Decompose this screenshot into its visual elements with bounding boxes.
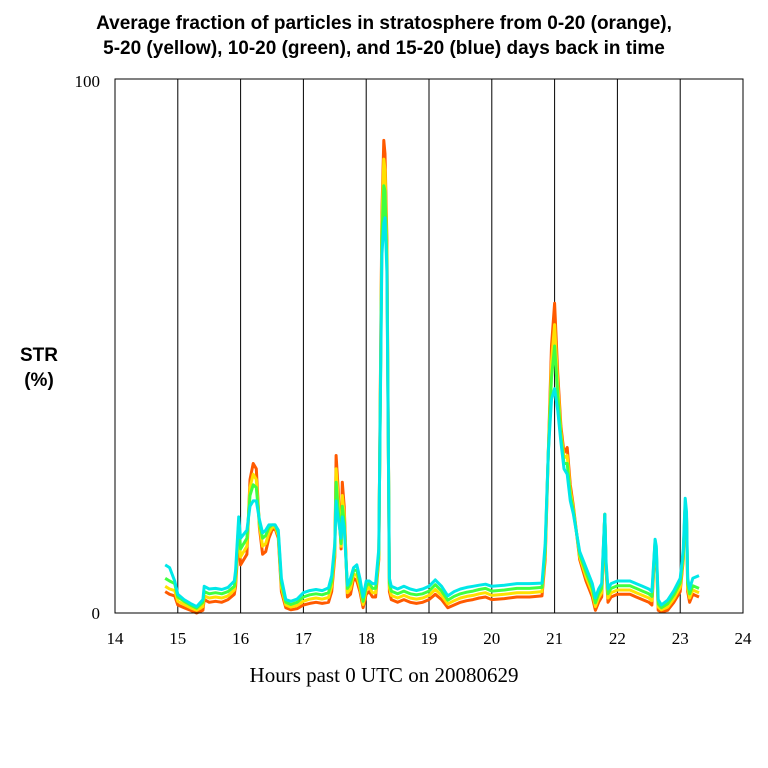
chart-title-line-1: Average fraction of particles in stratos… bbox=[96, 13, 672, 34]
x-tick-labels: 14 15 16 17 18 19 20 21 22 23 24 bbox=[107, 629, 753, 648]
data-series-group bbox=[164, 138, 700, 615]
y-axis-label-line-1: STR bbox=[20, 345, 58, 366]
x-tick-label-22: 22 bbox=[609, 629, 626, 648]
x-tick-label-19: 19 bbox=[421, 629, 438, 648]
chart-title-line-2: 5-20 (yellow), 10-20 (green), and 15-20 … bbox=[103, 38, 665, 59]
x-tick-label-14: 14 bbox=[107, 629, 125, 648]
y-tick-label-0: 0 bbox=[92, 604, 101, 623]
y-tick-label-100: 100 bbox=[75, 72, 101, 91]
plot-frame bbox=[114, 78, 744, 614]
series-line-blue bbox=[164, 216, 700, 609]
x-tick-label-23: 23 bbox=[672, 629, 689, 648]
x-axis-label: Hours past 0 UTC on 20080629 bbox=[250, 663, 519, 687]
x-tick-label-18: 18 bbox=[358, 629, 375, 648]
x-tick-label-20: 20 bbox=[483, 629, 500, 648]
x-tick-label-16: 16 bbox=[232, 629, 249, 648]
vertical-gridlines bbox=[177, 79, 681, 613]
x-tick-label-15: 15 bbox=[169, 629, 186, 648]
series-line-green bbox=[164, 184, 700, 610]
x-tick-label-24: 24 bbox=[735, 629, 753, 648]
x-tick-label-17: 17 bbox=[295, 629, 313, 648]
x-tick-label-21: 21 bbox=[546, 629, 563, 648]
y-axis-label-line-2: (%) bbox=[24, 370, 54, 391]
